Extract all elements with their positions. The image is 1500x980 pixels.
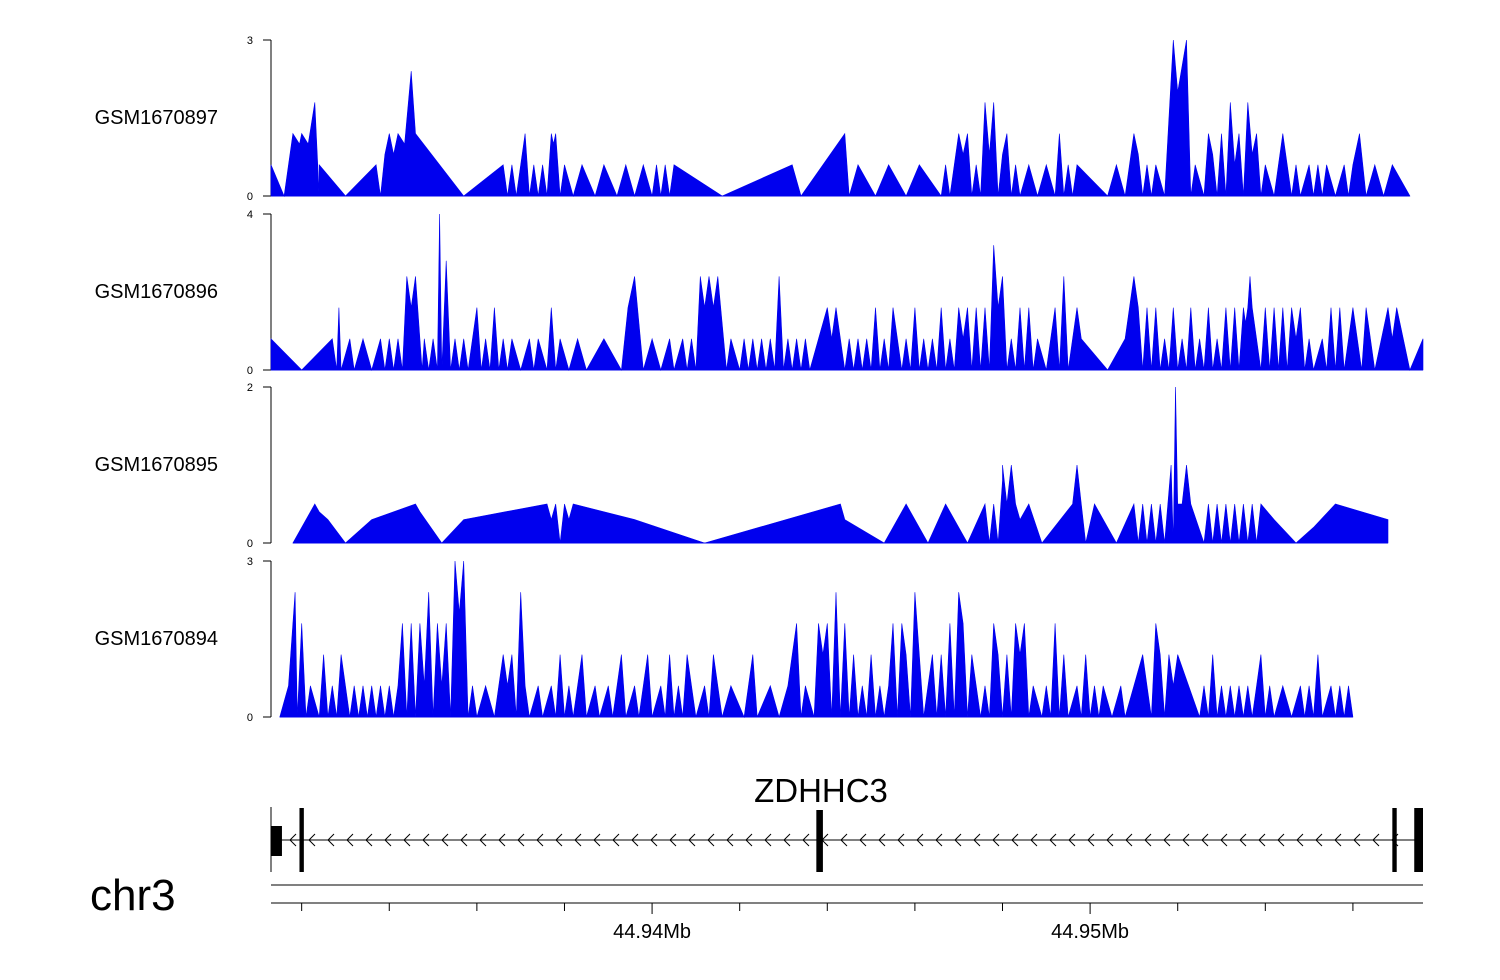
strand-arrow-icon: [802, 833, 810, 847]
strand-arrow-icon: [1315, 833, 1323, 847]
strand-arrow-icon: [1277, 833, 1285, 847]
strand-arrow-icon: [745, 833, 753, 847]
y-tick-label-min: 0: [247, 365, 253, 377]
strand-arrow-icon: [1125, 833, 1133, 847]
track-GSM1670896: GSM1670896 4 0: [95, 209, 1424, 377]
coverage-area: [270, 213, 1424, 372]
gene-name-label: ZDHHC3: [754, 772, 888, 809]
strand-arrow-icon: [916, 833, 924, 847]
strand-arrow-icon: [688, 833, 696, 847]
strand-arrow-icon: [840, 833, 848, 847]
strand-arrow-icon: [574, 833, 582, 847]
strand-arrow-icon: [1163, 833, 1171, 847]
y-tick-label-max: 3: [247, 556, 253, 568]
strand-arrow-icon: [631, 833, 639, 847]
strand-arrow-icon: [1049, 833, 1057, 847]
track-label: GSM1670896: [95, 281, 218, 303]
strand-arrow-icon: [897, 833, 905, 847]
major-tick-label: 44.95Mb: [1051, 921, 1129, 943]
strand-arrow-icon: [1258, 833, 1266, 847]
strand-arrow-icon: [1068, 833, 1076, 847]
strand-arrow-icon: [1334, 833, 1342, 847]
coverage-area: [292, 386, 1389, 544]
strand-arrow-icon: [669, 833, 677, 847]
strand-arrow-icon: [593, 833, 601, 847]
genomic-position-axis: 44.94Mb 44.95Mb: [271, 884, 1423, 943]
strand-arrow-icon: [954, 833, 962, 847]
strand-arrow-icon: [1372, 833, 1380, 847]
strand-arrow-icon: [1353, 833, 1361, 847]
y-tick-label-max: 2: [247, 382, 253, 394]
exon: [1392, 808, 1397, 872]
strand-arrow-icon: [365, 833, 373, 847]
strand-arrow-icon: [441, 833, 449, 847]
y-tick-label-min: 0: [247, 712, 253, 724]
y-tick-label-max: 4: [247, 209, 253, 221]
strand-arrow-icon: [536, 833, 544, 847]
strand-arrow-icon: [460, 833, 468, 847]
coverage-area: [270, 39, 1411, 198]
track-GSM1670897: GSM1670897 3 0: [95, 35, 1411, 203]
strand-arrow-icon: [346, 833, 354, 847]
strand-arrow-icon: [1220, 833, 1228, 847]
strand-arrow-icon: [498, 833, 506, 847]
strand-arrow-icon: [859, 833, 867, 847]
strand-arrow-icon: [1296, 833, 1304, 847]
exon: [299, 808, 304, 872]
strand-arrow-icon: [612, 833, 620, 847]
strand-arrow-icon: [289, 833, 297, 847]
strand-arrow-icon: [1144, 833, 1152, 847]
strand-arrow-icon: [992, 833, 1000, 847]
y-tick-label-min: 0: [247, 191, 253, 203]
strand-arrow-icon: [327, 833, 335, 847]
strand-arrow-icon: [1030, 833, 1038, 847]
strand-arrow-icon: [878, 833, 886, 847]
major-tick-label: 44.94Mb: [613, 921, 691, 943]
strand-arrow-icon: [935, 833, 943, 847]
track-GSM1670895: GSM1670895 2 0: [95, 382, 1389, 550]
strand-arrow-icon: [726, 833, 734, 847]
exon: [1414, 808, 1423, 872]
track-GSM1670894: GSM1670894 3 0: [95, 556, 1354, 724]
strand-arrow-icon: [1087, 833, 1095, 847]
strand-arrow-icon: [973, 833, 981, 847]
chromosome-label: chr3: [90, 871, 176, 920]
strand-arrow-icon: [650, 833, 658, 847]
strand-arrow-icon: [1182, 833, 1190, 847]
strand-arrow-icon: [783, 833, 791, 847]
gene-model-track: ZDHHC3: [270, 772, 1423, 872]
y-tick-label-max: 3: [247, 35, 253, 47]
strand-arrow-icon: [308, 833, 316, 847]
track-label: GSM1670894: [95, 628, 218, 650]
strand-arrow-icon: [1201, 833, 1209, 847]
exon: [816, 810, 823, 872]
track-label: GSM1670895: [95, 454, 218, 476]
strand-arrow-icon: [517, 833, 525, 847]
strand-arrow-icon: [422, 833, 430, 847]
strand-arrow-icon: [707, 833, 715, 847]
track-label: GSM1670897: [95, 107, 218, 129]
strand-arrow-icon: [1239, 833, 1247, 847]
strand-arrow-icon: [764, 833, 772, 847]
y-tick-label-min: 0: [247, 538, 253, 550]
coverage-area: [279, 560, 1354, 719]
coverage-tracks: GSM167089730GSM167089640GSM167089520GSM1…: [95, 35, 1424, 724]
strand-arrow-icon: [1106, 833, 1114, 847]
exon: [271, 826, 282, 856]
strand-arrow-icon: [1011, 833, 1019, 847]
strand-arrow-icon: [403, 833, 411, 847]
gene-model: [270, 807, 1423, 872]
strand-arrow-icon: [384, 833, 392, 847]
strand-arrow-icon: [555, 833, 563, 847]
strand-arrow-icon: [479, 833, 487, 847]
